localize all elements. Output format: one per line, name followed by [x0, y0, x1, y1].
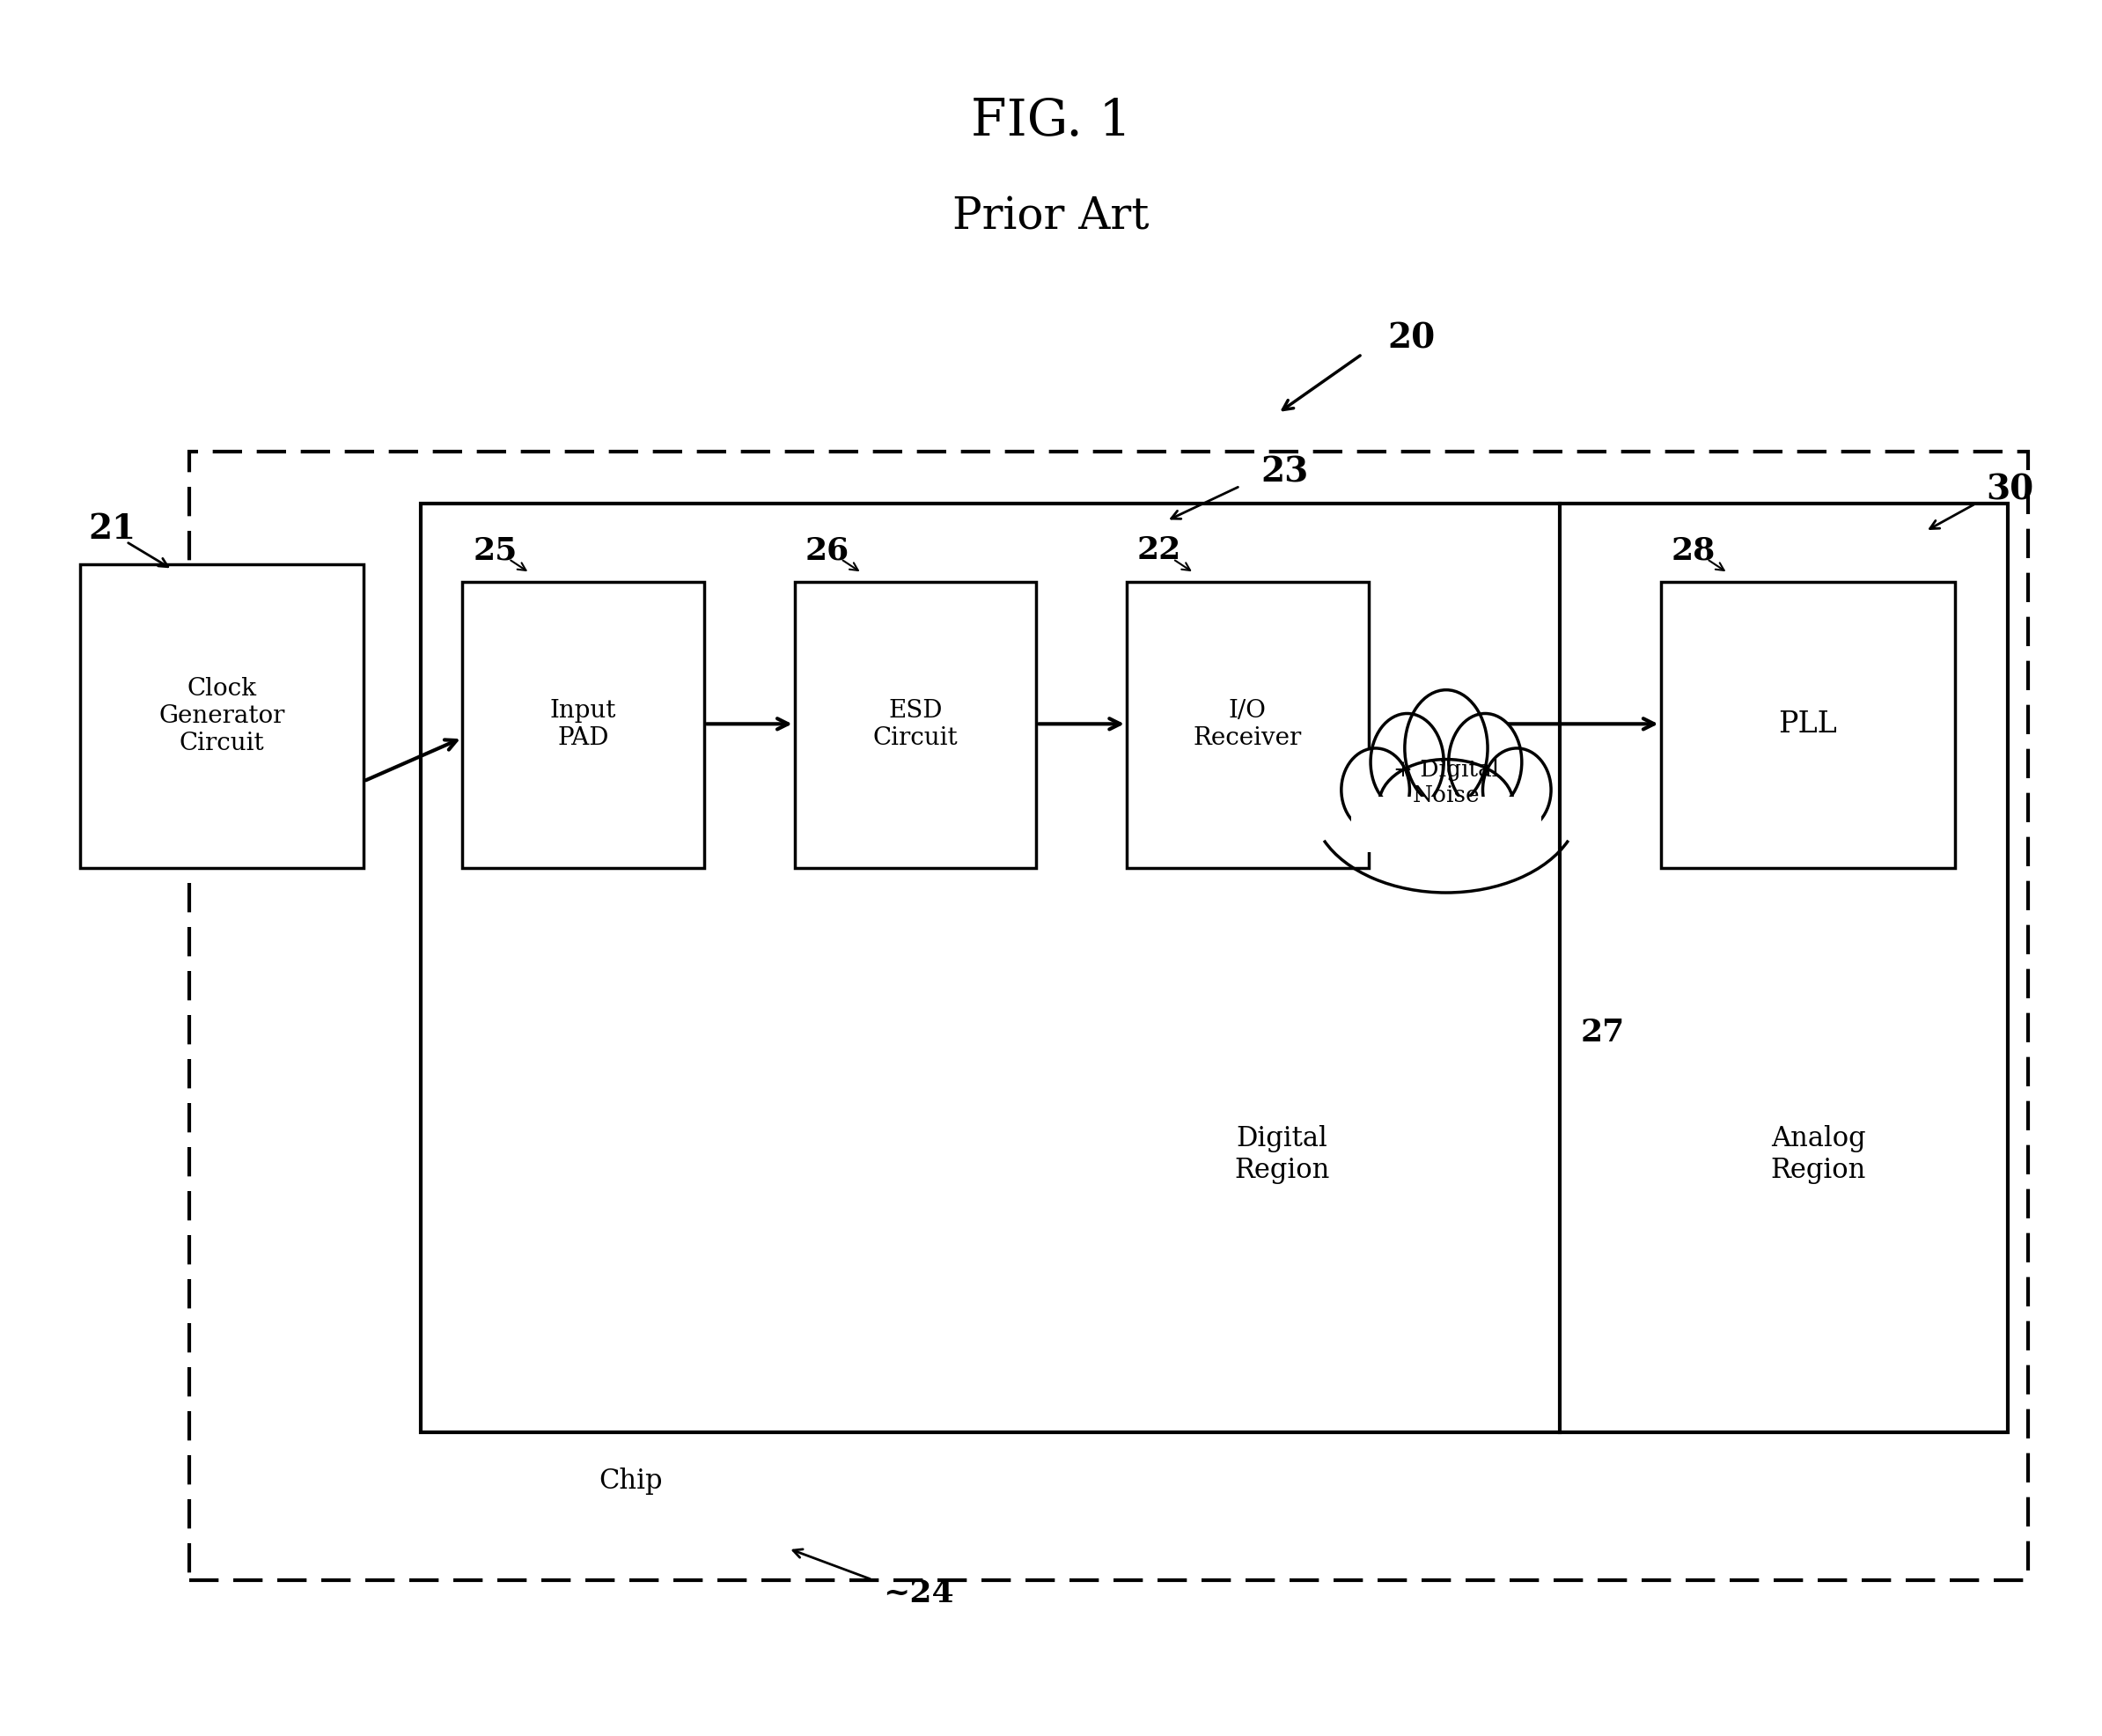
Ellipse shape [1448, 713, 1522, 811]
Text: Input
PAD: Input PAD [551, 700, 616, 750]
Text: Analog
Region: Analog Region [1770, 1125, 1867, 1184]
Bar [462, 582, 704, 868]
Bar [1349, 748, 1543, 821]
Text: 22: 22 [1137, 535, 1181, 566]
Text: + Digital
Noise: + Digital Noise [1394, 759, 1499, 807]
Bar [1661, 582, 1955, 868]
Bar [80, 564, 364, 868]
Text: Digital
Region: Digital Region [1234, 1125, 1331, 1184]
Text: Prior Art: Prior Art [952, 194, 1150, 240]
Bar [795, 582, 1036, 868]
Text: 23: 23 [1261, 455, 1310, 490]
Text: 27: 27 [1581, 1017, 1625, 1049]
Text: 25: 25 [473, 535, 517, 566]
Ellipse shape [1371, 713, 1444, 811]
Bar [420, 503, 2007, 1432]
Text: 26: 26 [805, 535, 849, 566]
Text: ESD
Circuit: ESD Circuit [872, 700, 959, 750]
Text: Chip: Chip [599, 1467, 662, 1495]
Bar [1352, 797, 1541, 852]
Ellipse shape [1404, 689, 1488, 807]
Text: 20: 20 [1387, 321, 1436, 356]
Bar [1127, 582, 1368, 868]
Text: 21: 21 [88, 512, 137, 547]
Ellipse shape [1482, 748, 1551, 832]
Text: ~24: ~24 [883, 1578, 954, 1609]
Text: 28: 28 [1671, 535, 1715, 566]
Text: FIG. 1: FIG. 1 [971, 97, 1131, 146]
Text: I/O
Receiver: I/O Receiver [1194, 700, 1301, 750]
Text: Clock
Generator
Circuit: Clock Generator Circuit [158, 677, 286, 755]
Ellipse shape [1379, 759, 1513, 849]
Text: PLL: PLL [1778, 710, 1837, 740]
Ellipse shape [1341, 748, 1410, 832]
Text: 30: 30 [1986, 472, 2035, 507]
Bar [189, 451, 2028, 1580]
